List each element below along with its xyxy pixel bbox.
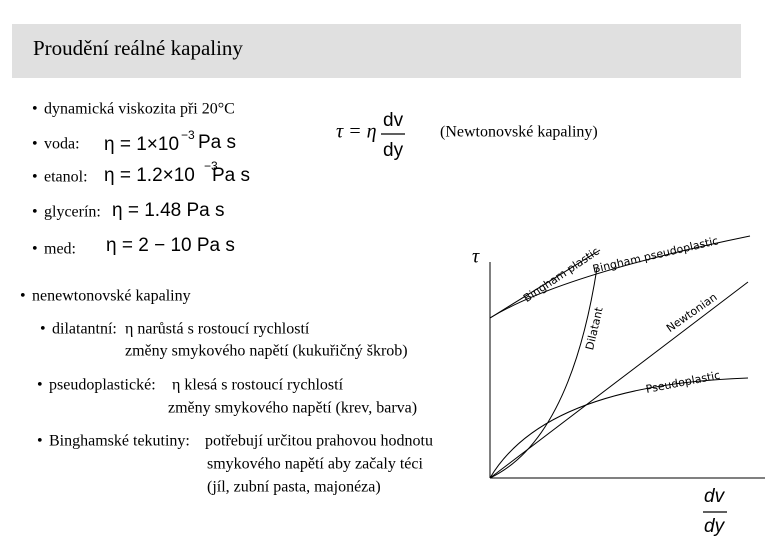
newton-lhs: τ = η [336,121,377,143]
curve-newtonian [489,281,749,479]
newton-denominator: dy [383,140,404,161]
curve-label: Bingham plastic [521,245,602,305]
bullet: • [32,136,38,153]
title: Proudění reálné kapaliny [33,36,243,60]
bullet: • [32,101,38,118]
formula: η = 2 − 10 Pa s [106,235,235,256]
item-label: pseudoplastické: [49,377,156,394]
item-label: Binghamské tekutiny: [49,433,190,450]
item-label: etanol: [44,169,88,186]
bullet: • [32,204,38,221]
curve-pseudoplastic [489,377,749,479]
bullet: • [32,169,38,186]
bullet: • [40,321,46,338]
formula-exponent: −3 [204,159,218,173]
formula-unit: Pa s [212,165,250,186]
item-text: změny smykového napětí (krev, barva) [168,400,417,417]
bullet: • [37,433,43,450]
item-text: (jíl, zubní pasta, majonéza) [207,479,381,496]
item-text: η narůstá s rostoucí rychlostí [125,321,310,338]
item-label: med: [44,241,76,258]
item-label: dilatantní: [52,321,117,338]
formula: η = 1.2×10 [104,165,195,186]
formula-unit: Pa s [198,132,236,153]
bullet: • [37,377,43,394]
curve-label: Pseudoplastic [645,369,722,396]
curve-label: Newtonian [664,291,720,335]
heading: nenewtonovské kapaliny [32,288,191,305]
formula-exponent: −3 [181,128,195,142]
item-label: voda: [44,136,80,153]
item-label: glycerín: [44,204,101,221]
bullet: • [20,288,26,305]
formula: η = 1.48 Pa s [112,200,225,221]
rheology-diagram [489,235,765,479]
x-axis-denominator: dy [704,516,726,537]
item-text: potřebují určitou prahovou hodnotu [205,433,433,450]
curve-label: Bingham pseudoplastic [591,234,719,276]
formula: η = 1×10 [104,134,179,155]
title-bar [12,24,741,78]
item-text: η klesá s rostoucí rychlostí [172,377,344,394]
item-text: smykového napětí aby začaly téci [207,456,423,473]
item-text: změny smykového napětí (kukuřičný škrob) [125,343,408,360]
curve-dilatant [489,267,598,479]
bullet: • [32,241,38,258]
curve-label: Dilatant [583,305,606,351]
newton-note: (Newtonovské kapaliny) [440,124,598,141]
heading: dynamická viskozita při 20°C [44,101,235,118]
curve-bingham-plastic [489,249,601,319]
curve-bingham-pseudoplastic [489,235,751,319]
newton-numerator: dv [383,110,404,131]
x-axis-numerator: dv [704,486,726,507]
y-axis-label: τ [472,246,480,268]
